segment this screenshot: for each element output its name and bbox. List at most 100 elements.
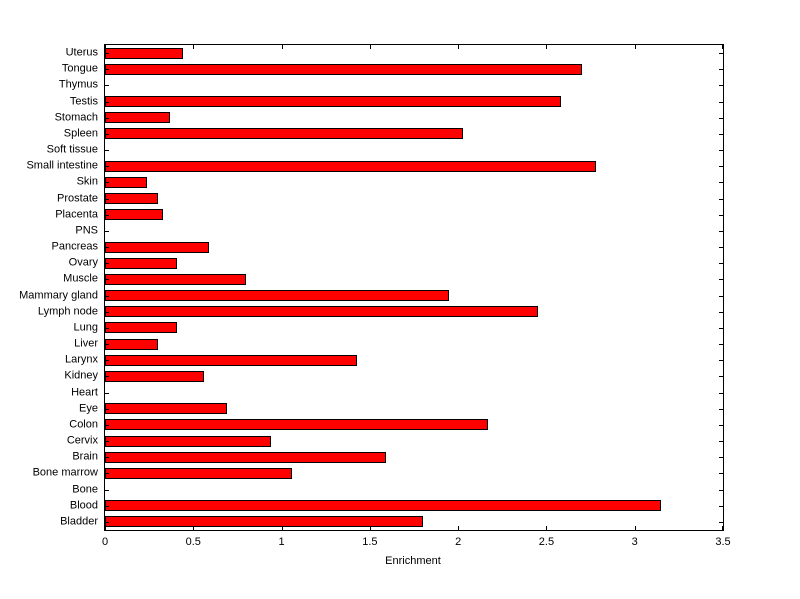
y-tick-mark xyxy=(105,344,109,346)
y-tick-mark xyxy=(105,473,109,475)
y-tick-label: Larynx xyxy=(64,353,98,366)
y-tick-label: Cervix xyxy=(66,434,98,447)
x-tick-mark xyxy=(193,45,195,49)
x-tick-label: 0 xyxy=(101,536,109,548)
y-tick-label: Lymph node xyxy=(37,305,98,318)
y-tick-mark xyxy=(719,505,723,507)
y-tick-mark xyxy=(719,311,723,313)
y-tick-mark xyxy=(719,327,723,329)
y-tick-mark xyxy=(719,344,723,346)
y-tick-mark xyxy=(105,457,109,459)
y-tick-mark xyxy=(105,408,109,410)
y-tick-mark xyxy=(719,198,723,200)
y-tick-mark xyxy=(105,53,109,55)
bar xyxy=(105,403,227,415)
y-tick-mark xyxy=(105,69,109,71)
bar xyxy=(105,338,158,350)
y-tick-mark xyxy=(719,392,723,394)
y-tick-mark xyxy=(719,424,723,426)
bar xyxy=(105,63,582,75)
y-tick-mark xyxy=(719,85,723,87)
y-tick-label: Heart xyxy=(71,386,98,399)
y-tick-mark xyxy=(719,166,723,168)
bar xyxy=(105,241,210,253)
bar xyxy=(105,96,561,108)
bar xyxy=(105,257,178,269)
bar xyxy=(105,516,423,528)
y-tick-mark xyxy=(719,473,723,475)
y-tick-mark xyxy=(105,441,109,443)
y-tick-mark xyxy=(719,360,723,362)
y-tick-mark xyxy=(719,150,723,152)
y-tick-mark xyxy=(105,392,109,394)
y-tick-mark xyxy=(719,376,723,378)
y-tick-label: Thymus xyxy=(58,78,98,91)
y-tick-mark xyxy=(719,69,723,71)
x-tick-mark xyxy=(281,45,283,49)
bar xyxy=(105,128,464,140)
x-tick-mark xyxy=(458,45,460,49)
y-tick-label: Pancreas xyxy=(51,240,98,253)
bar xyxy=(105,370,204,382)
y-tick-label: Prostate xyxy=(57,192,98,205)
y-tick-mark xyxy=(105,133,109,135)
y-tick-mark xyxy=(105,263,109,265)
x-tick-label: 3.5 xyxy=(715,536,731,548)
y-tick-label: Blood xyxy=(69,499,98,512)
x-tick-mark xyxy=(458,526,460,530)
x-tick-mark xyxy=(193,526,195,530)
plot-area xyxy=(104,44,724,531)
y-tick-mark xyxy=(719,441,723,443)
x-tick-label: 1 xyxy=(278,536,285,548)
x-tick-mark xyxy=(722,526,723,530)
bar xyxy=(105,322,178,334)
y-tick-label: Uterus xyxy=(65,46,98,59)
bar xyxy=(105,193,158,205)
bar xyxy=(105,435,271,447)
x-tick-mark xyxy=(369,526,371,530)
y-tick-label: Spleen xyxy=(63,127,98,140)
bar xyxy=(105,209,164,221)
y-tick-mark xyxy=(105,311,109,313)
y-tick-mark xyxy=(105,247,109,249)
y-tick-label: Bone marrow xyxy=(32,466,98,479)
x-tick-mark xyxy=(369,45,371,49)
x-tick-label: 3 xyxy=(631,536,638,548)
y-tick-mark xyxy=(719,101,723,103)
x-tick-label: 2.5 xyxy=(538,536,555,548)
y-tick-mark xyxy=(105,489,109,491)
y-tick-mark xyxy=(105,166,109,168)
y-tick-mark xyxy=(719,214,723,216)
y-tick-label: Skin xyxy=(76,175,98,188)
bar xyxy=(105,500,662,512)
y-tick-mark xyxy=(719,247,723,249)
bar xyxy=(105,354,358,366)
x-tick-label: 1.5 xyxy=(362,536,378,548)
y-tick-mark xyxy=(719,408,723,410)
bar xyxy=(105,47,183,59)
bar xyxy=(105,419,489,431)
bar xyxy=(105,290,450,302)
bar xyxy=(105,467,293,479)
y-tick-mark xyxy=(719,263,723,265)
x-tick-label: 0.5 xyxy=(185,536,201,548)
y-tick-label: Placenta xyxy=(55,208,98,221)
y-tick-label: Tongue xyxy=(61,62,98,75)
y-tick-mark xyxy=(105,230,109,232)
y-tick-mark xyxy=(105,295,109,297)
y-tick-mark xyxy=(719,53,723,55)
y-tick-mark xyxy=(719,117,723,119)
y-tick-mark xyxy=(105,376,109,378)
y-tick-mark xyxy=(719,133,723,135)
y-tick-label: Soft tissue xyxy=(46,143,98,156)
y-tick-label: Bladder xyxy=(60,515,98,528)
y-tick-mark xyxy=(105,182,109,184)
x-tick-label: 2 xyxy=(455,536,462,548)
y-tick-mark xyxy=(105,85,109,87)
y-tick-mark xyxy=(105,505,109,507)
x-tick-mark xyxy=(105,45,106,49)
y-tick-mark xyxy=(105,117,109,119)
bar xyxy=(105,160,596,172)
y-tick-label: Brain xyxy=(72,450,98,463)
